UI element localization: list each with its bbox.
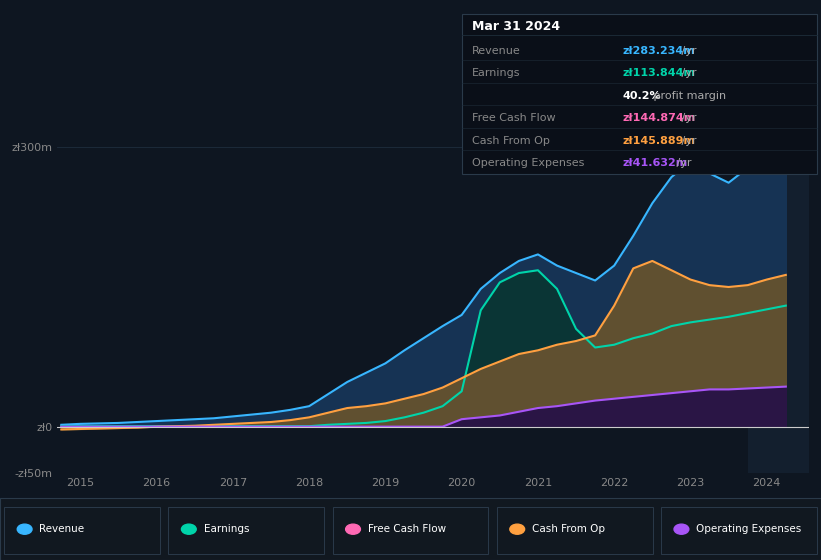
Text: profit margin: profit margin [650, 91, 727, 101]
Text: Earnings: Earnings [204, 524, 249, 534]
Text: zł113.844m: zł113.844m [622, 68, 695, 78]
Text: /yr: /yr [678, 113, 697, 123]
Text: Mar 31 2024: Mar 31 2024 [472, 20, 560, 33]
Text: /yr: /yr [672, 158, 691, 168]
Text: /yr: /yr [678, 136, 697, 146]
Text: 40.2%: 40.2% [622, 91, 661, 101]
Text: Operating Expenses: Operating Expenses [696, 524, 801, 534]
Text: Cash From Op: Cash From Op [532, 524, 605, 534]
Text: zł144.874m: zł144.874m [622, 113, 695, 123]
Text: zł283.234m: zł283.234m [622, 46, 695, 56]
Text: Revenue: Revenue [39, 524, 85, 534]
Text: zł145.889m: zł145.889m [622, 136, 695, 146]
Text: Earnings: Earnings [472, 68, 521, 78]
Text: Revenue: Revenue [472, 46, 521, 56]
Text: Operating Expenses: Operating Expenses [472, 158, 585, 168]
Text: Free Cash Flow: Free Cash Flow [472, 113, 556, 123]
Text: /yr: /yr [678, 68, 697, 78]
Text: /yr: /yr [678, 46, 697, 56]
Bar [748, 101, 809, 473]
Text: zł41.632m: zł41.632m [622, 158, 687, 168]
Text: Cash From Op: Cash From Op [472, 136, 550, 146]
Text: Free Cash Flow: Free Cash Flow [368, 524, 446, 534]
